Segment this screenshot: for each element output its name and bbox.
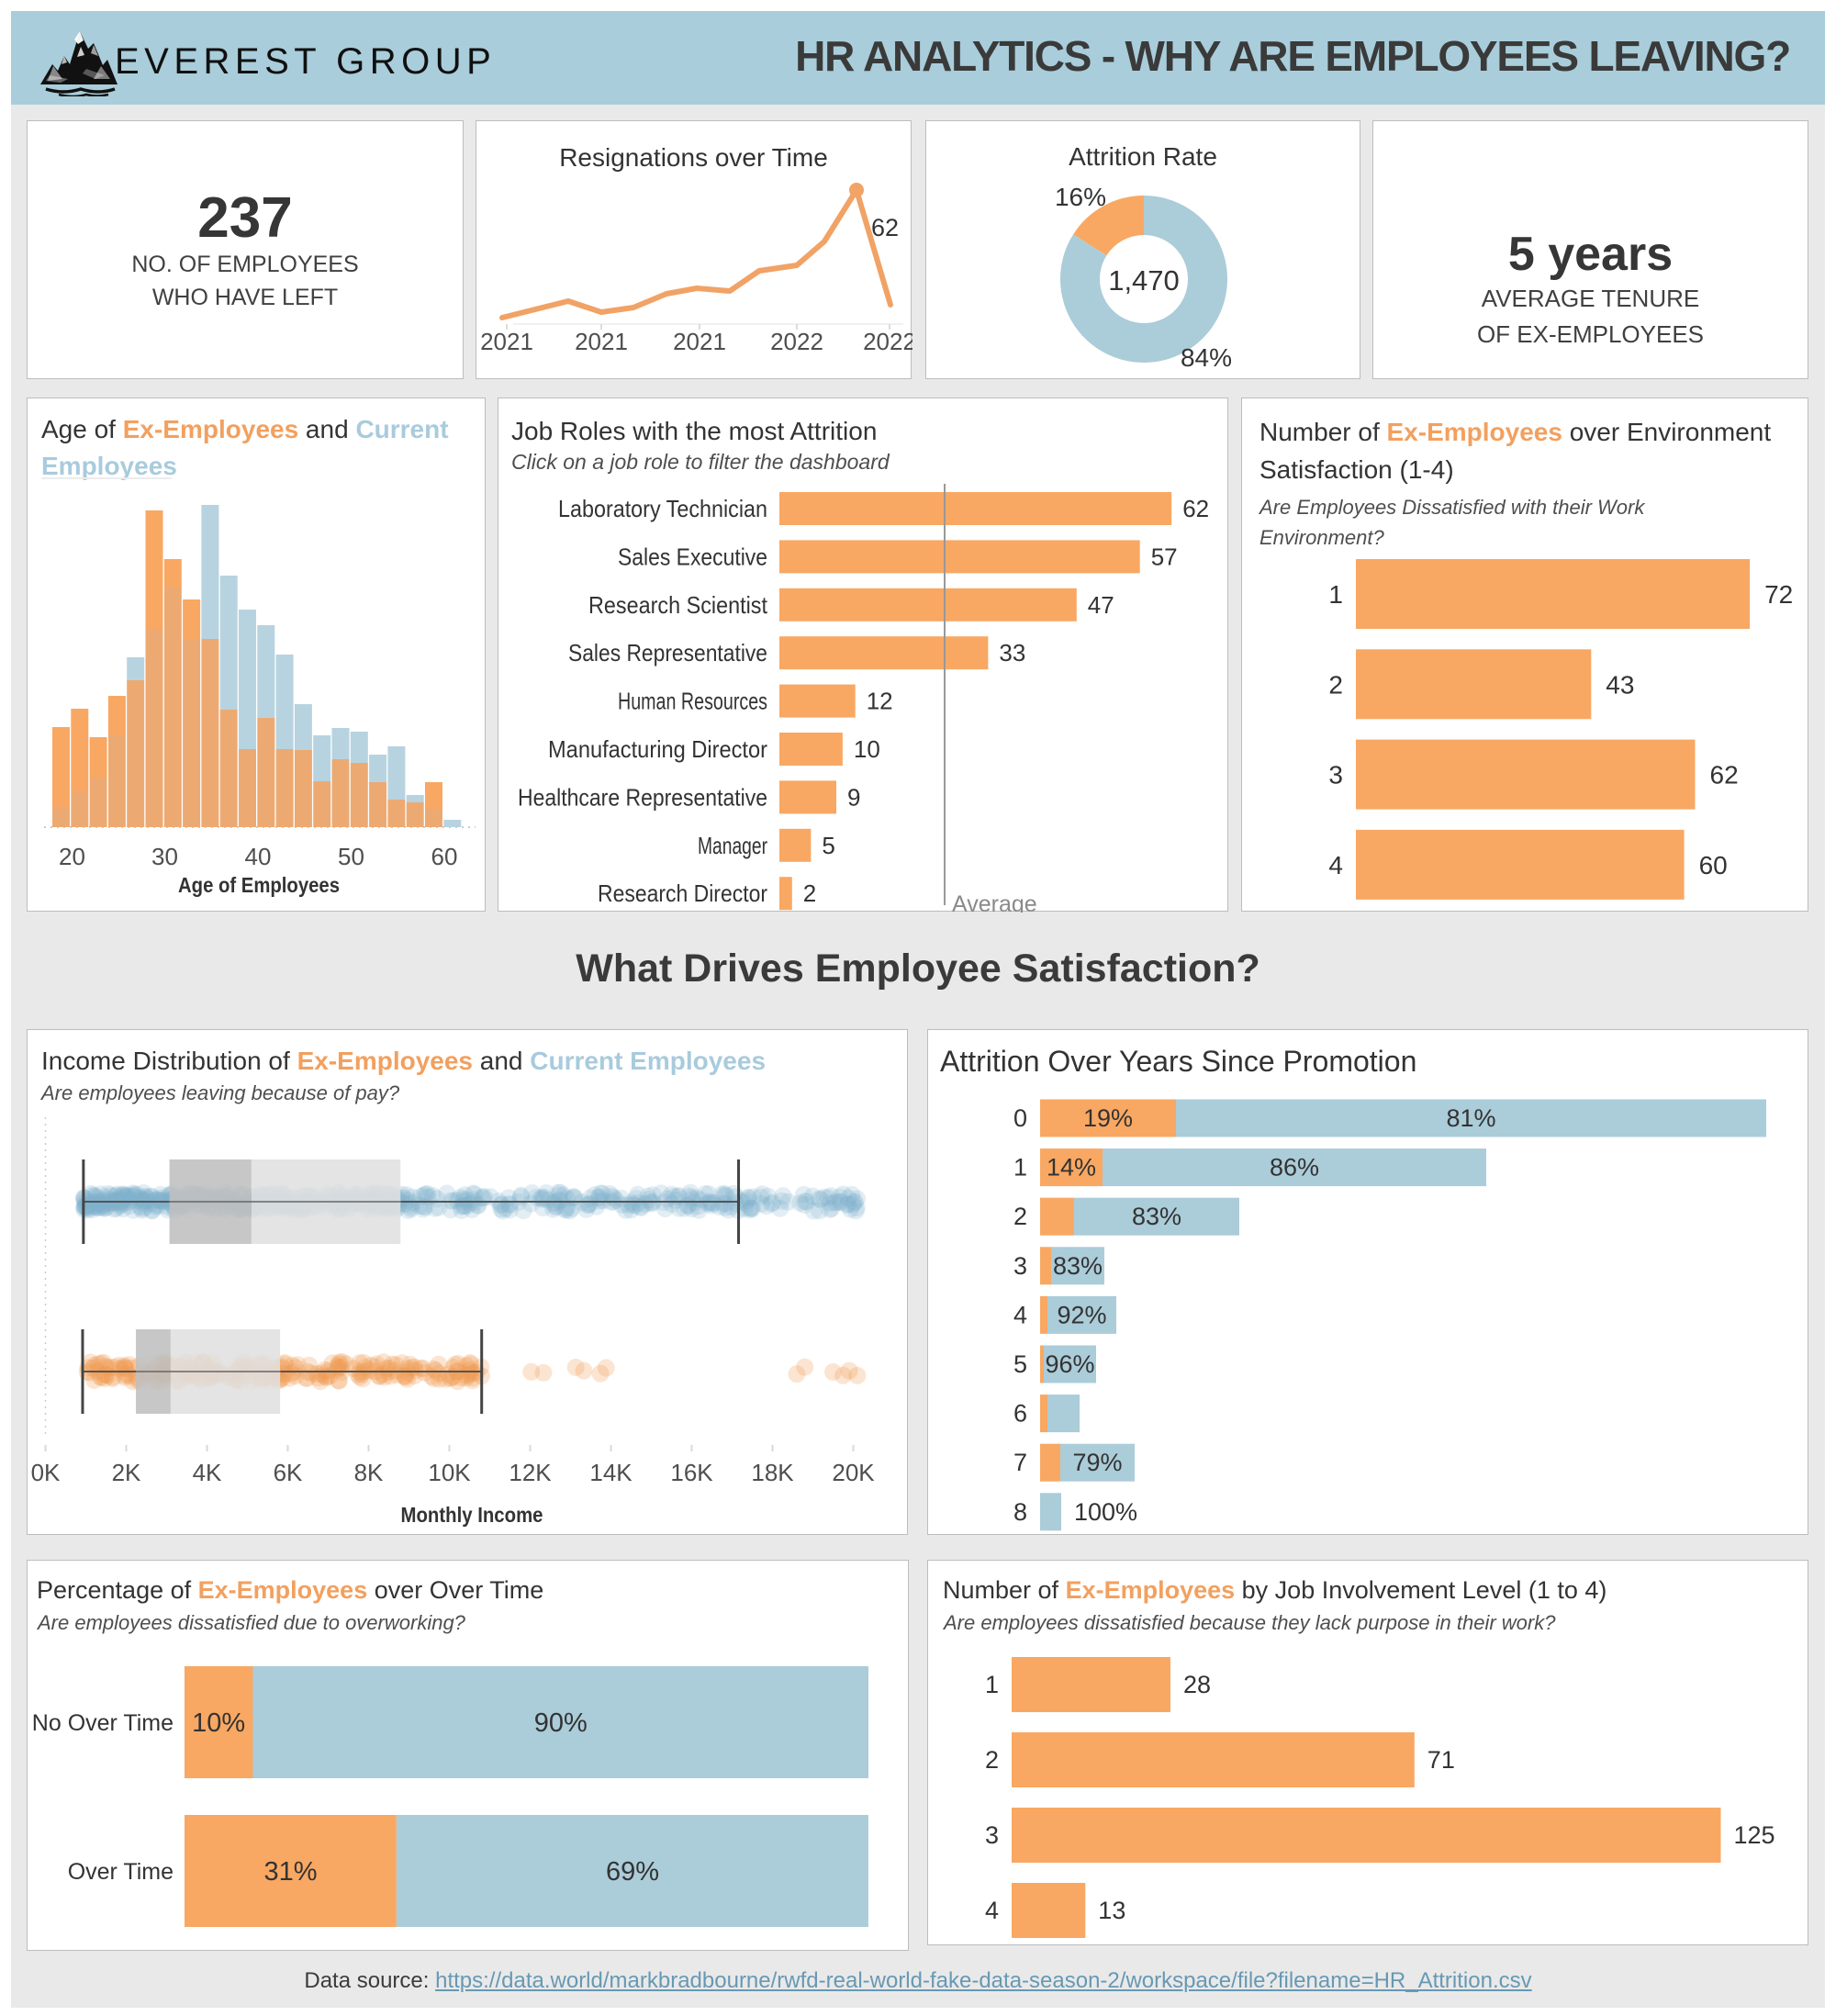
svg-text:2022: 2022 [863,328,912,355]
svg-text:33: 33 [999,639,1025,666]
svg-text:79%: 79% [1072,1449,1122,1476]
svg-text:69%: 69% [606,1857,659,1887]
svg-text:83%: 83% [1053,1252,1103,1280]
svg-text:4: 4 [985,1897,999,1924]
svg-text:Age of Employees: Age of Employees [178,873,340,897]
svg-text:Human Resources: Human Resources [618,688,767,715]
svg-text:50: 50 [338,843,364,870]
svg-text:Laboratory Technician: Laboratory Technician [558,495,767,522]
svg-text:10%: 10% [192,1708,245,1738]
svg-text:60: 60 [431,843,458,870]
svg-text:16K: 16K [670,1459,713,1486]
svg-text:2022: 2022 [770,328,823,355]
svg-text:60: 60 [1699,851,1728,879]
svg-text:16%: 16% [1055,183,1106,211]
svg-text:0: 0 [1013,1104,1027,1132]
svg-text:2021: 2021 [480,328,533,355]
svg-text:43: 43 [1606,670,1634,699]
svg-text:2021: 2021 [575,328,628,355]
svg-text:Monthly Income: Monthly Income [401,1503,543,1527]
svg-text:Sales Executive: Sales Executive [618,543,767,570]
svg-text:9: 9 [847,783,860,811]
svg-text:0K: 0K [31,1459,61,1486]
svg-text:86%: 86% [1270,1154,1319,1182]
svg-text:14%: 14% [1047,1154,1096,1182]
svg-text:90%: 90% [534,1708,588,1738]
svg-text:47: 47 [1088,591,1114,619]
svg-text:2021: 2021 [673,328,726,355]
svg-text:125: 125 [1734,1821,1775,1849]
svg-text:62: 62 [1182,495,1209,522]
svg-text:57: 57 [1151,543,1178,570]
svg-text:4K: 4K [193,1459,222,1486]
svg-text:1: 1 [1013,1154,1027,1182]
svg-text:Over Time: Over Time [68,1859,174,1885]
svg-text:3: 3 [1328,761,1343,790]
svg-text:28: 28 [1183,1671,1211,1698]
svg-text:10: 10 [854,735,880,763]
svg-text:Research Director: Research Director [598,879,767,907]
svg-text:62: 62 [1710,761,1739,790]
svg-text:5: 5 [1013,1350,1027,1378]
svg-text:2: 2 [803,879,816,907]
svg-text:Average: Average [952,891,1037,913]
svg-text:2: 2 [985,1746,999,1774]
svg-text:1: 1 [1328,580,1343,609]
svg-text:3: 3 [1013,1252,1027,1280]
svg-text:5: 5 [822,832,834,859]
svg-text:4: 4 [1013,1301,1027,1328]
svg-text:84%: 84% [1181,343,1232,372]
svg-text:18K: 18K [751,1459,794,1486]
svg-text:8: 8 [1013,1498,1027,1526]
svg-text:31%: 31% [263,1857,317,1887]
svg-text:30: 30 [151,843,178,870]
svg-text:92%: 92% [1057,1301,1106,1328]
svg-text:Manufacturing Director: Manufacturing Director [548,735,767,763]
svg-text:6: 6 [1013,1400,1027,1428]
svg-text:12K: 12K [509,1459,552,1486]
svg-text:12: 12 [867,688,893,715]
svg-text:71: 71 [1427,1746,1455,1774]
svg-text:40: 40 [245,843,272,870]
svg-text:72: 72 [1764,580,1793,609]
svg-text:Healthcare Representative: Healthcare Representative [518,783,767,811]
svg-text:1: 1 [985,1671,999,1698]
svg-text:96%: 96% [1045,1350,1094,1378]
svg-text:4: 4 [1328,851,1343,879]
svg-text:83%: 83% [1132,1203,1181,1230]
svg-text:81%: 81% [1446,1104,1495,1132]
svg-text:8K: 8K [354,1459,384,1486]
svg-text:Manager: Manager [698,832,767,859]
svg-text:Sales Representative: Sales Representative [568,639,767,666]
svg-text:19%: 19% [1083,1104,1133,1132]
svg-text:6K: 6K [274,1459,303,1486]
svg-text:13: 13 [1098,1897,1125,1924]
svg-text:100%: 100% [1074,1498,1137,1526]
svg-text:7: 7 [1013,1449,1027,1476]
svg-text:20: 20 [59,843,85,870]
svg-text:2: 2 [1328,670,1343,699]
svg-text:62: 62 [871,214,899,241]
svg-text:20K: 20K [832,1459,875,1486]
svg-text:2K: 2K [112,1459,141,1486]
svg-text:10K: 10K [428,1459,471,1486]
svg-text:14K: 14K [589,1459,633,1486]
svg-text:EVEREST GROUP: EVEREST GROUP [115,41,496,82]
svg-text:1,470: 1,470 [1108,264,1180,297]
svg-text:2: 2 [1013,1203,1027,1230]
svg-text:3: 3 [985,1821,999,1849]
svg-text:No Over Time: No Over Time [32,1710,174,1736]
svg-text:Research Scientist: Research Scientist [588,591,768,619]
